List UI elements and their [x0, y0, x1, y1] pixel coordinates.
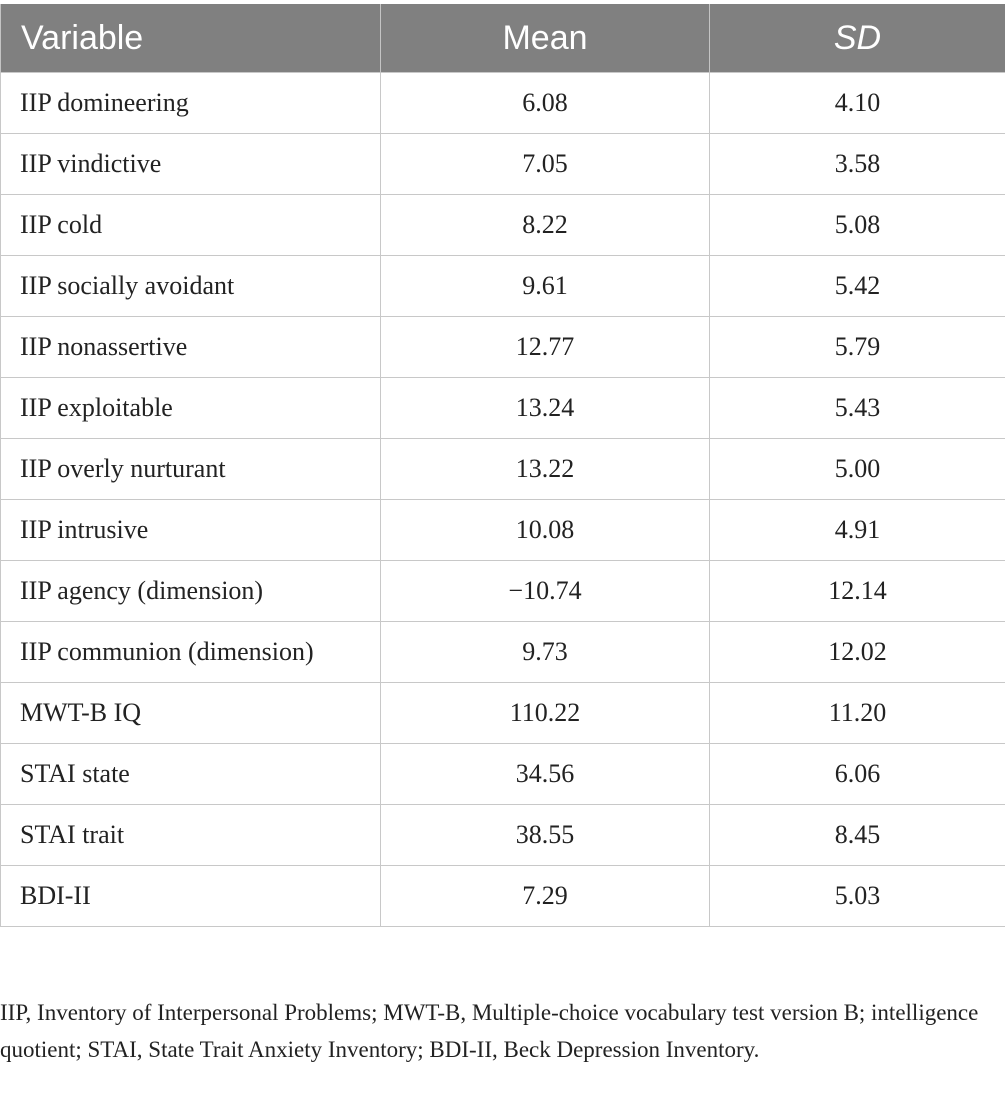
- cell-variable: BDI-II: [0, 865, 381, 927]
- header-sd: SD: [709, 4, 1005, 73]
- cell-mean: −10.74: [380, 560, 710, 622]
- cell-mean: 10.08: [380, 499, 710, 561]
- table-row: IIP exploitable 13.24 5.43: [0, 377, 1005, 439]
- cell-variable: IIP cold: [0, 194, 381, 256]
- table-row: IIP nonassertive 12.77 5.79: [0, 316, 1005, 378]
- cell-mean: 110.22: [380, 682, 710, 744]
- cell-mean: 38.55: [380, 804, 710, 866]
- cell-sd: 12.02: [709, 621, 1005, 683]
- cell-variable: IIP vindictive: [0, 133, 381, 195]
- table-body: IIP domineering 6.08 4.10 IIP vindictive 7.0…: [0, 72, 1005, 927]
- header-mean: Mean: [380, 4, 710, 73]
- cell-sd: 4.91: [709, 499, 1005, 561]
- header-row: Variable Mean SD: [0, 4, 1005, 73]
- descriptive-statistics-table: Variable Mean SD IIP domineering 6.08 4.10…: [0, 4, 1005, 927]
- cell-variable: IIP overly nurturant: [0, 438, 381, 500]
- table-row: STAI trait 38.55 8.45: [0, 804, 1005, 866]
- cell-sd: 12.14: [709, 560, 1005, 622]
- cell-sd: 4.10: [709, 72, 1005, 134]
- cell-sd: 5.79: [709, 316, 1005, 378]
- table-row: IIP domineering 6.08 4.10: [0, 72, 1005, 134]
- cell-sd: 5.03: [709, 865, 1005, 927]
- header-variable: Variable: [0, 4, 381, 73]
- table-row: IIP cold 8.22 5.08: [0, 194, 1005, 256]
- cell-sd: 8.45: [709, 804, 1005, 866]
- cell-sd: 5.00: [709, 438, 1005, 500]
- cell-variable: STAI state: [0, 743, 381, 805]
- cell-mean: 12.77: [380, 316, 710, 378]
- cell-sd: 5.08: [709, 194, 1005, 256]
- table-row: IIP agency (dimension) −10.74 12.14: [0, 560, 1005, 622]
- cell-sd: 5.42: [709, 255, 1005, 317]
- cell-variable: IIP nonassertive: [0, 316, 381, 378]
- cell-mean: 9.73: [380, 621, 710, 683]
- table-row: IIP vindictive 7.05 3.58: [0, 133, 1005, 195]
- cell-mean: 9.61: [380, 255, 710, 317]
- table-header: Variable Mean SD: [0, 4, 1005, 73]
- cell-variable: IIP communion (dimension): [0, 621, 381, 683]
- cell-mean: 34.56: [380, 743, 710, 805]
- cell-sd: 3.58: [709, 133, 1005, 195]
- cell-variable: MWT-B IQ: [0, 682, 381, 744]
- cell-variable: IIP intrusive: [0, 499, 381, 561]
- cell-variable: IIP agency (dimension): [0, 560, 381, 622]
- cell-variable: IIP exploitable: [0, 377, 381, 439]
- cell-variable: STAI trait: [0, 804, 381, 866]
- table-row: BDI-II 7.29 5.03: [0, 865, 1005, 927]
- table-row: IIP intrusive 10.08 4.91: [0, 499, 1005, 561]
- cell-mean: 13.24: [380, 377, 710, 439]
- table-footnote: IIP, Inventory of Interpersonal Problems…: [0, 1000, 979, 1062]
- cell-sd: 5.43: [709, 377, 1005, 439]
- cell-mean: 7.05: [380, 133, 710, 195]
- table-row: IIP communion (dimension) 9.73 12.02: [0, 621, 1005, 683]
- table-row: MWT-B IQ 110.22 11.20: [0, 682, 1005, 744]
- cell-variable: IIP domineering: [0, 72, 381, 134]
- table-row: IIP socially avoidant 9.61 5.42: [0, 255, 1005, 317]
- table-row: STAI state 34.56 6.06: [0, 743, 1005, 805]
- cell-sd: 11.20: [709, 682, 1005, 744]
- cell-mean: 7.29: [380, 865, 710, 927]
- cell-mean: 6.08: [380, 72, 710, 134]
- cell-mean: 13.22: [380, 438, 710, 500]
- cell-mean: 8.22: [380, 194, 710, 256]
- table-row: IIP overly nurturant 13.22 5.00: [0, 438, 1005, 500]
- cell-variable: IIP socially avoidant: [0, 255, 381, 317]
- cell-sd: 6.06: [709, 743, 1005, 805]
